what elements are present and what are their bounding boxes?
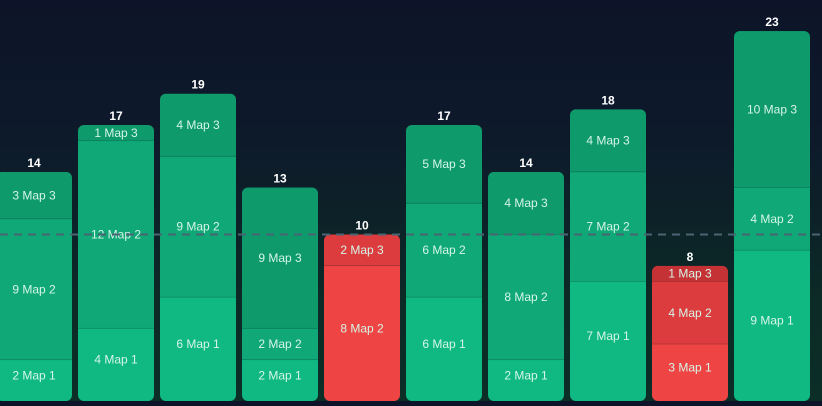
bar-segment[interactable] — [488, 234, 564, 360]
bar-4[interactable]: 2 Map 1 2 Map 2 9 Map 3 13 — [242, 172, 318, 401]
segment-label: 2 Map 3 — [340, 243, 384, 257]
bar-3[interactable]: 6 Map 1 9 Map 2 4 Map 3 19 — [160, 78, 236, 401]
bar-segment[interactable] — [570, 109, 646, 172]
bar-segment[interactable] — [242, 187, 318, 329]
bar-total-label: 17 — [437, 109, 451, 123]
bar-segment[interactable] — [242, 328, 318, 360]
bar-segment[interactable] — [242, 359, 318, 401]
bar-total-label: 13 — [273, 172, 287, 186]
segment-label: 10 Map 3 — [747, 102, 797, 116]
bar-segment[interactable] — [406, 203, 482, 298]
segment-label: 1 Map 3 — [94, 126, 138, 140]
segment-label: 9 Map 2 — [176, 220, 220, 234]
bar-segment[interactable] — [406, 124, 482, 204]
segment-label: 4 Map 3 — [504, 196, 548, 210]
bar-total-label: 18 — [601, 93, 615, 107]
bar-segment[interactable] — [488, 171, 564, 235]
bar-9[interactable]: 3 Map 1 4 Map 2 1 Map 3 8 — [652, 250, 728, 401]
segment-label: 4 Map 2 — [668, 306, 712, 320]
segment-label: 8 Map 2 — [504, 290, 548, 304]
segment-label: 6 Map 1 — [422, 337, 466, 351]
bar-segment[interactable] — [734, 31, 810, 188]
segment-label: 4 Map 1 — [94, 353, 138, 367]
bar-total-label: 14 — [519, 156, 533, 170]
bar-segment[interactable] — [734, 187, 810, 251]
bar-1[interactable]: 2 Map 1 9 Map 2 3 Map 3 14 — [0, 156, 72, 401]
segment-label: 2 Map 1 — [504, 368, 548, 382]
segment-label: 2 Map 2 — [258, 337, 302, 351]
bar-segment[interactable] — [324, 234, 400, 266]
bar-total-label: 10 — [355, 219, 369, 233]
bar-segment[interactable] — [78, 328, 154, 401]
segment-label: 4 Map 3 — [586, 134, 630, 148]
segment-label: 6 Map 1 — [176, 337, 220, 351]
bar-total-label: 19 — [191, 78, 205, 92]
bar-segment[interactable] — [0, 359, 72, 401]
segment-label: 3 Map 3 — [12, 188, 56, 202]
segment-label: 6 Map 2 — [422, 243, 466, 257]
bar-segment[interactable] — [78, 124, 154, 141]
bar-8[interactable]: 7 Map 1 7 Map 2 4 Map 3 18 — [570, 93, 646, 401]
bar-5[interactable]: 8 Map 2 2 Map 3 10 — [324, 219, 400, 402]
segment-label: 7 Map 1 — [586, 329, 630, 343]
bar-10[interactable]: 9 Map 1 4 Map 2 10 Map 3 23 — [734, 15, 810, 401]
segment-label: 2 Map 1 — [258, 368, 302, 382]
bar-total-label: 8 — [687, 250, 694, 264]
segment-label: 9 Map 3 — [258, 251, 302, 265]
bar-segment[interactable] — [160, 297, 236, 401]
segment-label: 3 Map 1 — [668, 361, 712, 375]
segment-label: 4 Map 3 — [176, 118, 220, 132]
bar-segment[interactable] — [0, 171, 72, 219]
bar-segment[interactable] — [652, 344, 728, 401]
bar-total-label: 17 — [109, 109, 123, 123]
bar-segment[interactable] — [324, 265, 400, 401]
bar-segment[interactable] — [570, 281, 646, 401]
bar-segment[interactable] — [652, 265, 728, 282]
bar-total-label: 23 — [765, 15, 779, 29]
bar-2[interactable]: 4 Map 112 Map 21 Map 317 — [78, 109, 154, 401]
bar-segment[interactable] — [734, 250, 810, 401]
bar-segment[interactable] — [488, 359, 564, 401]
bar-6[interactable]: 6 Map 1 6 Map 2 5 Map 3 17 — [406, 109, 482, 401]
segment-label: 9 Map 2 — [12, 282, 56, 296]
bar-7[interactable]: 2 Map 1 8 Map 2 4 Map 3 14 — [488, 156, 564, 401]
bar-segment[interactable] — [160, 156, 236, 298]
bar-total-label: 14 — [27, 156, 41, 170]
segment-label: 4 Map 2 — [750, 212, 794, 226]
bar-segment[interactable] — [0, 218, 72, 360]
bar-segment[interactable] — [652, 281, 728, 345]
segment-label: 7 Map 2 — [586, 220, 630, 234]
segment-label: 5 Map 3 — [422, 157, 466, 171]
bar-segment[interactable] — [160, 93, 236, 157]
segment-label: 8 Map 2 — [340, 321, 384, 335]
segment-label: 1 Map 3 — [668, 267, 712, 281]
bar-segment[interactable] — [570, 171, 646, 282]
bar-segment[interactable] — [406, 297, 482, 401]
segment-label: 9 Map 1 — [750, 314, 794, 328]
segment-label: 2 Map 1 — [12, 368, 56, 382]
